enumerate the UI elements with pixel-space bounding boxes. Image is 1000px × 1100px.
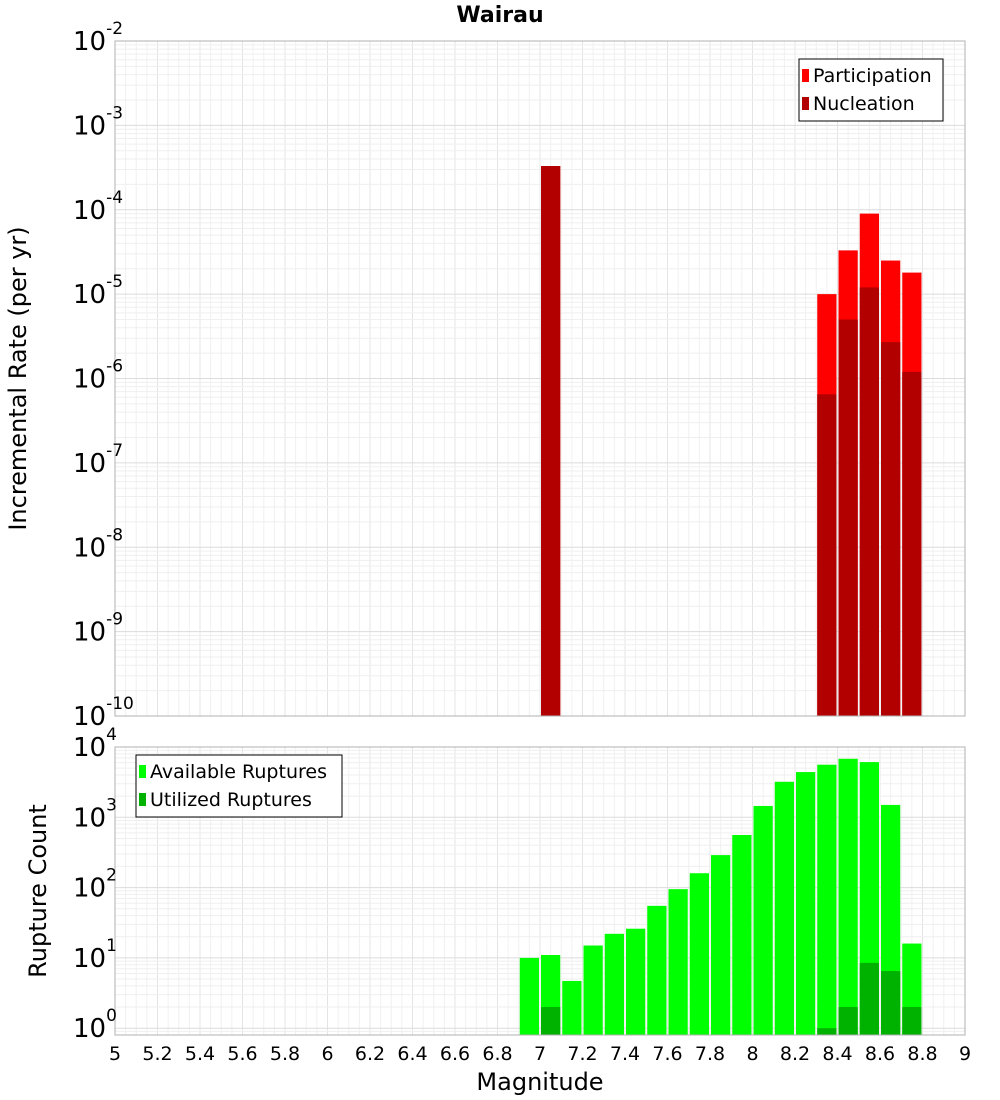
legend-box: [798, 58, 944, 122]
rate-panel: 10-10 10-9 10-8 10-7 10-6 10-5 10-4 10-3 10-2 In…: [4, 19, 966, 732]
x-tick-label: 6.2: [355, 1043, 385, 1065]
x-tick-label: 7: [534, 1043, 546, 1065]
bar-nucleation: [838, 319, 858, 716]
y-tick-label: 10-5: [73, 272, 123, 310]
x-tick-label: 5.6: [227, 1043, 257, 1065]
x-tick-label: 8.8: [907, 1043, 937, 1065]
x-tick-label: 9: [959, 1043, 971, 1065]
legend-swatch: [139, 765, 146, 778]
y-tick-label: 10-6: [73, 357, 123, 395]
bar-utilized-ruptures: [817, 1028, 837, 1035]
y-tick-label: 10-4: [73, 188, 123, 226]
count-legend: Available Ruptures Utilized Ruptures: [135, 754, 343, 818]
rate-bars: [541, 166, 922, 717]
bar-nucleation: [817, 394, 837, 716]
legend-swatch: [802, 97, 809, 110]
x-tick-label: 5.4: [185, 1043, 215, 1065]
x-tick-label: 7.8: [695, 1043, 725, 1065]
rate-legend: Participation Nucleation: [798, 58, 944, 122]
rate-grid: [114, 40, 966, 717]
x-tick-label: 8.6: [865, 1043, 895, 1065]
bar-nucleation: [859, 287, 879, 716]
bar-available-ruptures: [647, 905, 667, 1035]
bar-available-ruptures: [796, 772, 816, 1035]
y-tick-label: 10-10: [73, 694, 134, 732]
bar-nucleation: [881, 342, 901, 716]
bar-available-ruptures: [838, 758, 858, 1035]
bar-utilized-ruptures: [881, 971, 901, 1035]
count-y-ticks: 100 101 102 103 104: [73, 725, 117, 1044]
legend-label: Utilized Ruptures: [150, 789, 312, 811]
legend-label: Participation: [813, 65, 932, 87]
y-tick-label: 10-3: [73, 103, 123, 141]
count-y-axis-label: Rupture Count: [24, 804, 52, 978]
bar-nucleation: [902, 371, 922, 716]
magnitude-x-axis-label: Magnitude: [476, 1068, 603, 1096]
count-bars: [519, 758, 922, 1035]
bar-available-ruptures: [689, 873, 709, 1035]
rate-plot-frame: [114, 40, 966, 717]
legend-label: Nucleation: [813, 93, 915, 115]
bar-utilized-ruptures: [838, 1007, 858, 1035]
bar-available-ruptures: [753, 805, 773, 1035]
x-tick-label: 8: [746, 1043, 758, 1065]
x-tick-label: 6.8: [482, 1043, 512, 1065]
y-tick-label: 10-9: [73, 610, 123, 648]
bar-available-ruptures: [668, 889, 688, 1035]
x-tick-label: 6.6: [440, 1043, 470, 1065]
count-panel: 100 101 102 103 104 5 5.2 5.4 5.6 5.8 6 6.2 6.4 6.6 6…: [24, 725, 971, 1096]
legend-label: Available Ruptures: [150, 761, 327, 783]
y-tick-label: 102: [73, 866, 117, 904]
bar-available-ruptures: [774, 781, 794, 1035]
y-tick-label: 103: [73, 795, 117, 833]
y-tick-label: 100: [73, 1006, 117, 1044]
legend-swatch: [139, 793, 146, 806]
bar-available-ruptures: [519, 957, 539, 1035]
y-tick-label: 101: [73, 936, 117, 974]
magnitude-x-ticks: 5 5.2 5.4 5.6 5.8 6 6.2 6.4 6.6 6.8 7 7.2 7.4 7.6 7.8 8…: [109, 1043, 971, 1065]
bar-available-ruptures: [732, 834, 752, 1035]
x-tick-label: 7.4: [610, 1043, 640, 1065]
x-tick-label: 8.2: [780, 1043, 810, 1065]
x-tick-label: 5: [109, 1043, 121, 1065]
x-tick-label: 5.2: [142, 1043, 172, 1065]
bar-available-ruptures: [626, 928, 646, 1035]
legend-swatch: [802, 69, 809, 82]
bar-available-ruptures: [604, 933, 624, 1035]
bar-nucleation: [541, 166, 561, 717]
x-tick-label: 6: [321, 1043, 333, 1065]
y-tick-label: 10-7: [73, 441, 123, 479]
bar-available-ruptures: [562, 980, 582, 1035]
x-tick-label: 6.4: [397, 1043, 427, 1065]
x-tick-label: 8.4: [822, 1043, 852, 1065]
bar-utilized-ruptures: [902, 1007, 922, 1035]
bar-available-ruptures: [583, 945, 603, 1035]
count-plot-frame: [114, 746, 966, 1036]
bar-utilized-ruptures: [541, 1007, 561, 1035]
x-tick-label: 7.2: [567, 1043, 597, 1065]
legend-box: [135, 754, 343, 818]
y-tick-label: 10-2: [73, 19, 123, 57]
x-tick-label: 7.6: [652, 1043, 682, 1065]
rate-y-axis-label: Incremental Rate (per yr): [4, 226, 32, 530]
bar-available-ruptures: [817, 764, 837, 1035]
y-tick-label: 104: [73, 725, 117, 763]
y-tick-label: 10-8: [73, 525, 123, 563]
bar-utilized-ruptures: [859, 962, 879, 1035]
x-tick-label: 5.8: [270, 1043, 300, 1065]
chart-title: Wairau: [456, 3, 543, 28]
rate-y-ticks: 10-10 10-9 10-8 10-7 10-6 10-5 10-4 10-3 10-2: [73, 19, 134, 732]
bar-available-ruptures: [711, 855, 731, 1035]
